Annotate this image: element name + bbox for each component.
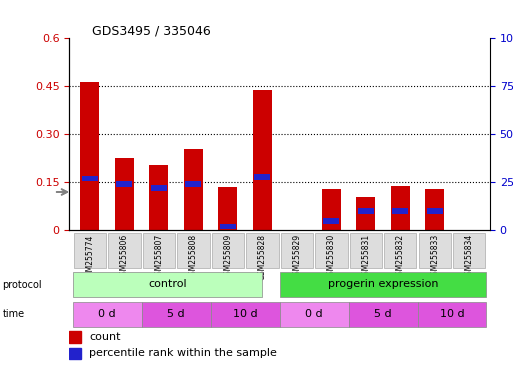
Text: GSM255774: GSM255774	[86, 234, 94, 281]
Text: GSM255833: GSM255833	[430, 234, 439, 280]
Text: count: count	[89, 332, 121, 342]
Bar	[323, 218, 340, 223]
FancyBboxPatch shape	[108, 233, 141, 268]
Text: percentile rank within the sample: percentile rank within the sample	[89, 348, 278, 358]
Text: 5 d: 5 d	[167, 309, 185, 319]
Bar	[322, 189, 341, 230]
Text: 10 d: 10 d	[440, 309, 464, 319]
FancyBboxPatch shape	[73, 272, 262, 297]
Bar	[254, 174, 270, 180]
Bar	[81, 81, 100, 230]
FancyBboxPatch shape	[419, 233, 451, 268]
Text: GSM255831: GSM255831	[361, 234, 370, 280]
FancyBboxPatch shape	[73, 302, 142, 326]
Bar	[358, 208, 374, 214]
FancyBboxPatch shape	[74, 233, 106, 268]
Text: GSM255807: GSM255807	[154, 234, 164, 280]
Bar	[149, 165, 168, 230]
Bar	[219, 187, 238, 230]
Text: progerin expression: progerin expression	[328, 279, 438, 289]
FancyBboxPatch shape	[143, 233, 175, 268]
FancyBboxPatch shape	[142, 302, 211, 326]
Bar	[253, 89, 272, 230]
Bar	[82, 176, 98, 181]
FancyBboxPatch shape	[280, 272, 486, 297]
Text: GSM255829: GSM255829	[292, 234, 301, 280]
Bar	[425, 189, 444, 230]
FancyBboxPatch shape	[349, 233, 382, 268]
Bar	[220, 223, 236, 229]
Text: 0 d: 0 d	[98, 309, 116, 319]
Text: protocol: protocol	[3, 280, 42, 290]
Bar	[116, 182, 132, 187]
FancyBboxPatch shape	[384, 233, 417, 268]
Bar	[115, 158, 134, 230]
FancyBboxPatch shape	[315, 233, 347, 268]
FancyBboxPatch shape	[211, 302, 280, 326]
Text: 0 d: 0 d	[305, 309, 323, 319]
Bar	[391, 185, 410, 230]
Text: 5 d: 5 d	[374, 309, 392, 319]
FancyBboxPatch shape	[453, 233, 485, 268]
Text: GSM255834: GSM255834	[465, 234, 473, 280]
Text: GSM255808: GSM255808	[189, 234, 198, 280]
FancyBboxPatch shape	[212, 233, 244, 268]
Text: control: control	[148, 279, 187, 289]
Bar	[357, 197, 376, 230]
Text: time: time	[3, 309, 25, 319]
Text: GDS3495 / 335046: GDS3495 / 335046	[92, 25, 211, 38]
Text: 10 d: 10 d	[233, 309, 258, 319]
Text: GSM255828: GSM255828	[258, 234, 267, 280]
FancyBboxPatch shape	[348, 302, 418, 326]
FancyBboxPatch shape	[281, 233, 313, 268]
Text: GSM255806: GSM255806	[120, 234, 129, 280]
Bar	[392, 208, 408, 214]
FancyBboxPatch shape	[177, 233, 210, 268]
Bar	[427, 208, 443, 214]
Bar	[69, 348, 81, 359]
FancyBboxPatch shape	[418, 302, 486, 326]
Text: GSM255809: GSM255809	[223, 234, 232, 280]
FancyBboxPatch shape	[246, 233, 279, 268]
Bar	[185, 182, 202, 187]
Bar	[69, 331, 81, 343]
FancyBboxPatch shape	[280, 302, 348, 326]
Text: GSM255832: GSM255832	[396, 234, 405, 280]
Text: GSM255830: GSM255830	[327, 234, 336, 280]
Bar	[151, 185, 167, 191]
Bar	[184, 149, 203, 230]
